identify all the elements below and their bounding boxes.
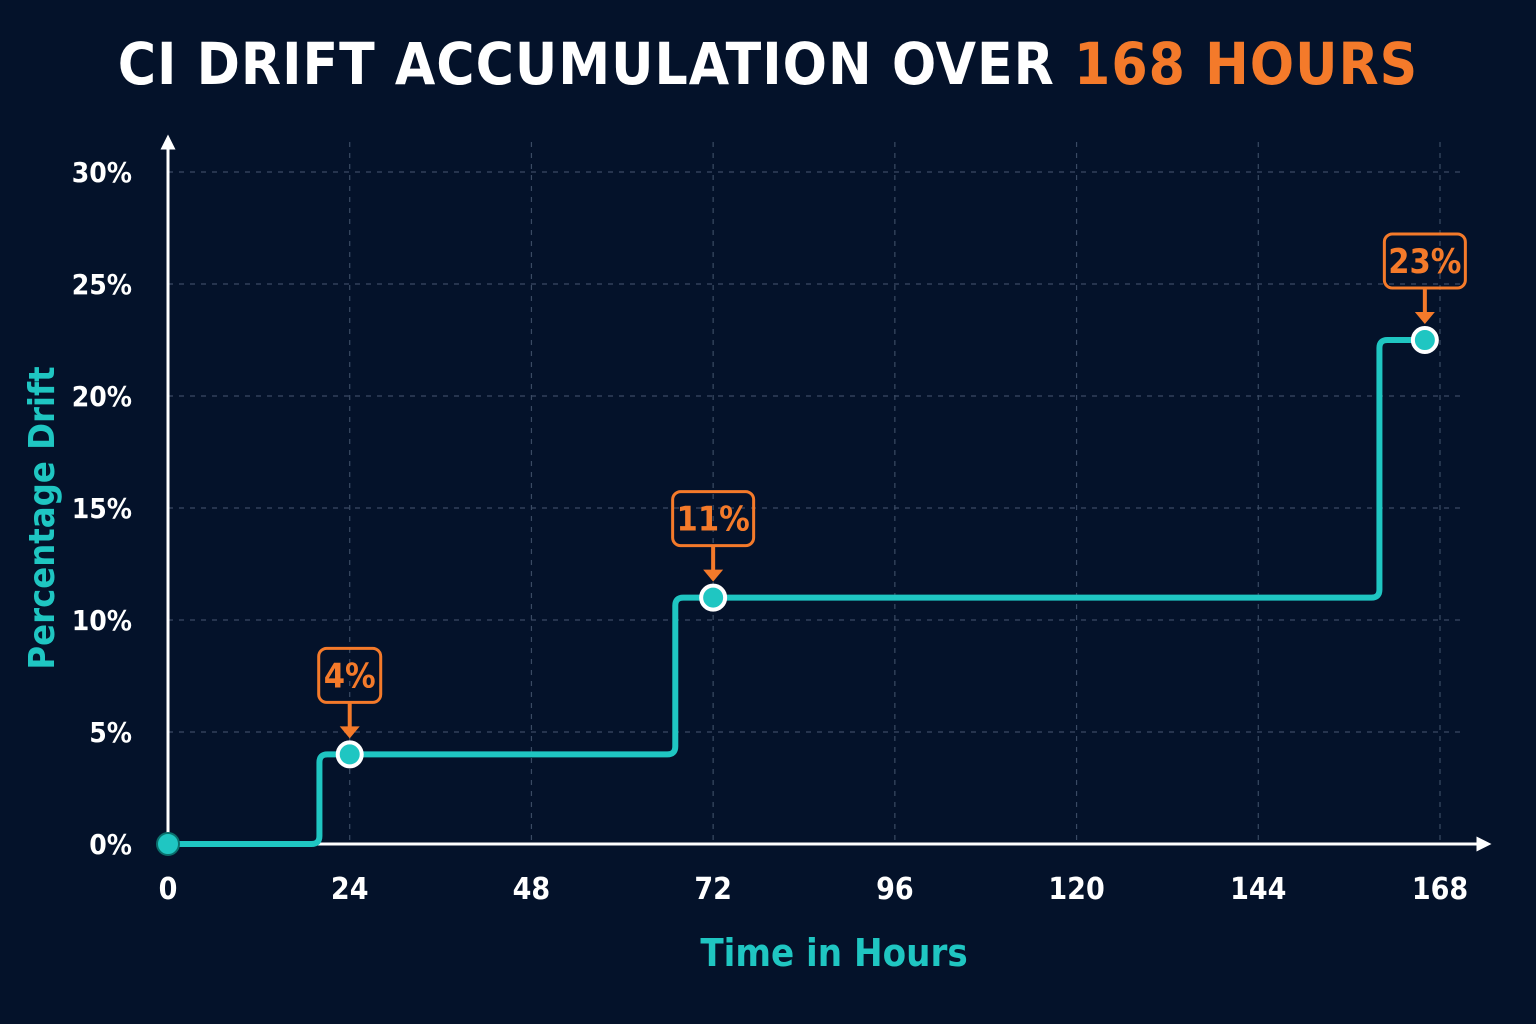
x-tick-label: 168 <box>1412 872 1468 907</box>
annotation-arrow-head <box>1414 312 1435 324</box>
y-axis-label: Percentage Drift <box>22 366 63 669</box>
chart-title-main: CI DRIFT ACCUMULATION OVER <box>117 30 1055 98</box>
y-tick-label: 20% <box>72 380 132 413</box>
x-tick-label: 120 <box>1048 872 1104 907</box>
tick-layer: 0 24 48 72 96 120 144 168 0% 5% 10% 15% 20% 25% 30% <box>72 156 1468 907</box>
y-tick-label: 25% <box>72 268 132 301</box>
y-tick-label: 30% <box>72 156 132 189</box>
x-tick-label: 96 <box>876 872 914 907</box>
data-point-marker <box>1410 326 1439 354</box>
x-tick-label: 24 <box>331 872 369 907</box>
y-tick-label: 5% <box>89 716 132 749</box>
data-point-marker <box>156 832 180 856</box>
data-point-marker <box>335 740 364 769</box>
annotation-callout: 23% <box>1382 232 1467 324</box>
grid-layer <box>168 142 1462 844</box>
y-tick-label: 10% <box>72 604 132 637</box>
axis-layer <box>160 134 1492 852</box>
x-tick-label: 144 <box>1230 872 1286 907</box>
data-point-marker <box>699 583 728 612</box>
annotation-layer: 4% 11% 23% <box>317 232 1467 739</box>
annotation-label: 23% <box>1388 242 1461 282</box>
x-tick-label: 72 <box>694 872 732 907</box>
marker-layer <box>156 326 1439 856</box>
y-tick-label: 15% <box>72 492 132 525</box>
x-tick-label: 48 <box>513 872 551 907</box>
annotation-callout: 4% <box>317 646 383 739</box>
series-layer <box>165 337 1428 847</box>
chart-title: CI DRIFT ACCUMULATION OVER 168 HOURS <box>0 30 1536 98</box>
x-axis-label: Time in Hours <box>700 931 967 975</box>
chart-title-highlight: 168 HOURS <box>1074 30 1419 98</box>
annotation-arrow-head <box>339 726 360 739</box>
y-tick-label: 0% <box>89 828 132 861</box>
x-tick-label: 0 <box>159 872 178 907</box>
label-layer: Time in Hours Percentage Drift <box>22 366 968 975</box>
annotation-label: 11% <box>677 500 750 540</box>
annotation-arrow-head <box>703 569 724 582</box>
annotation-label: 4% <box>324 656 376 696</box>
annotation-callout: 11% <box>671 490 756 582</box>
drift-step-line <box>165 337 1428 847</box>
